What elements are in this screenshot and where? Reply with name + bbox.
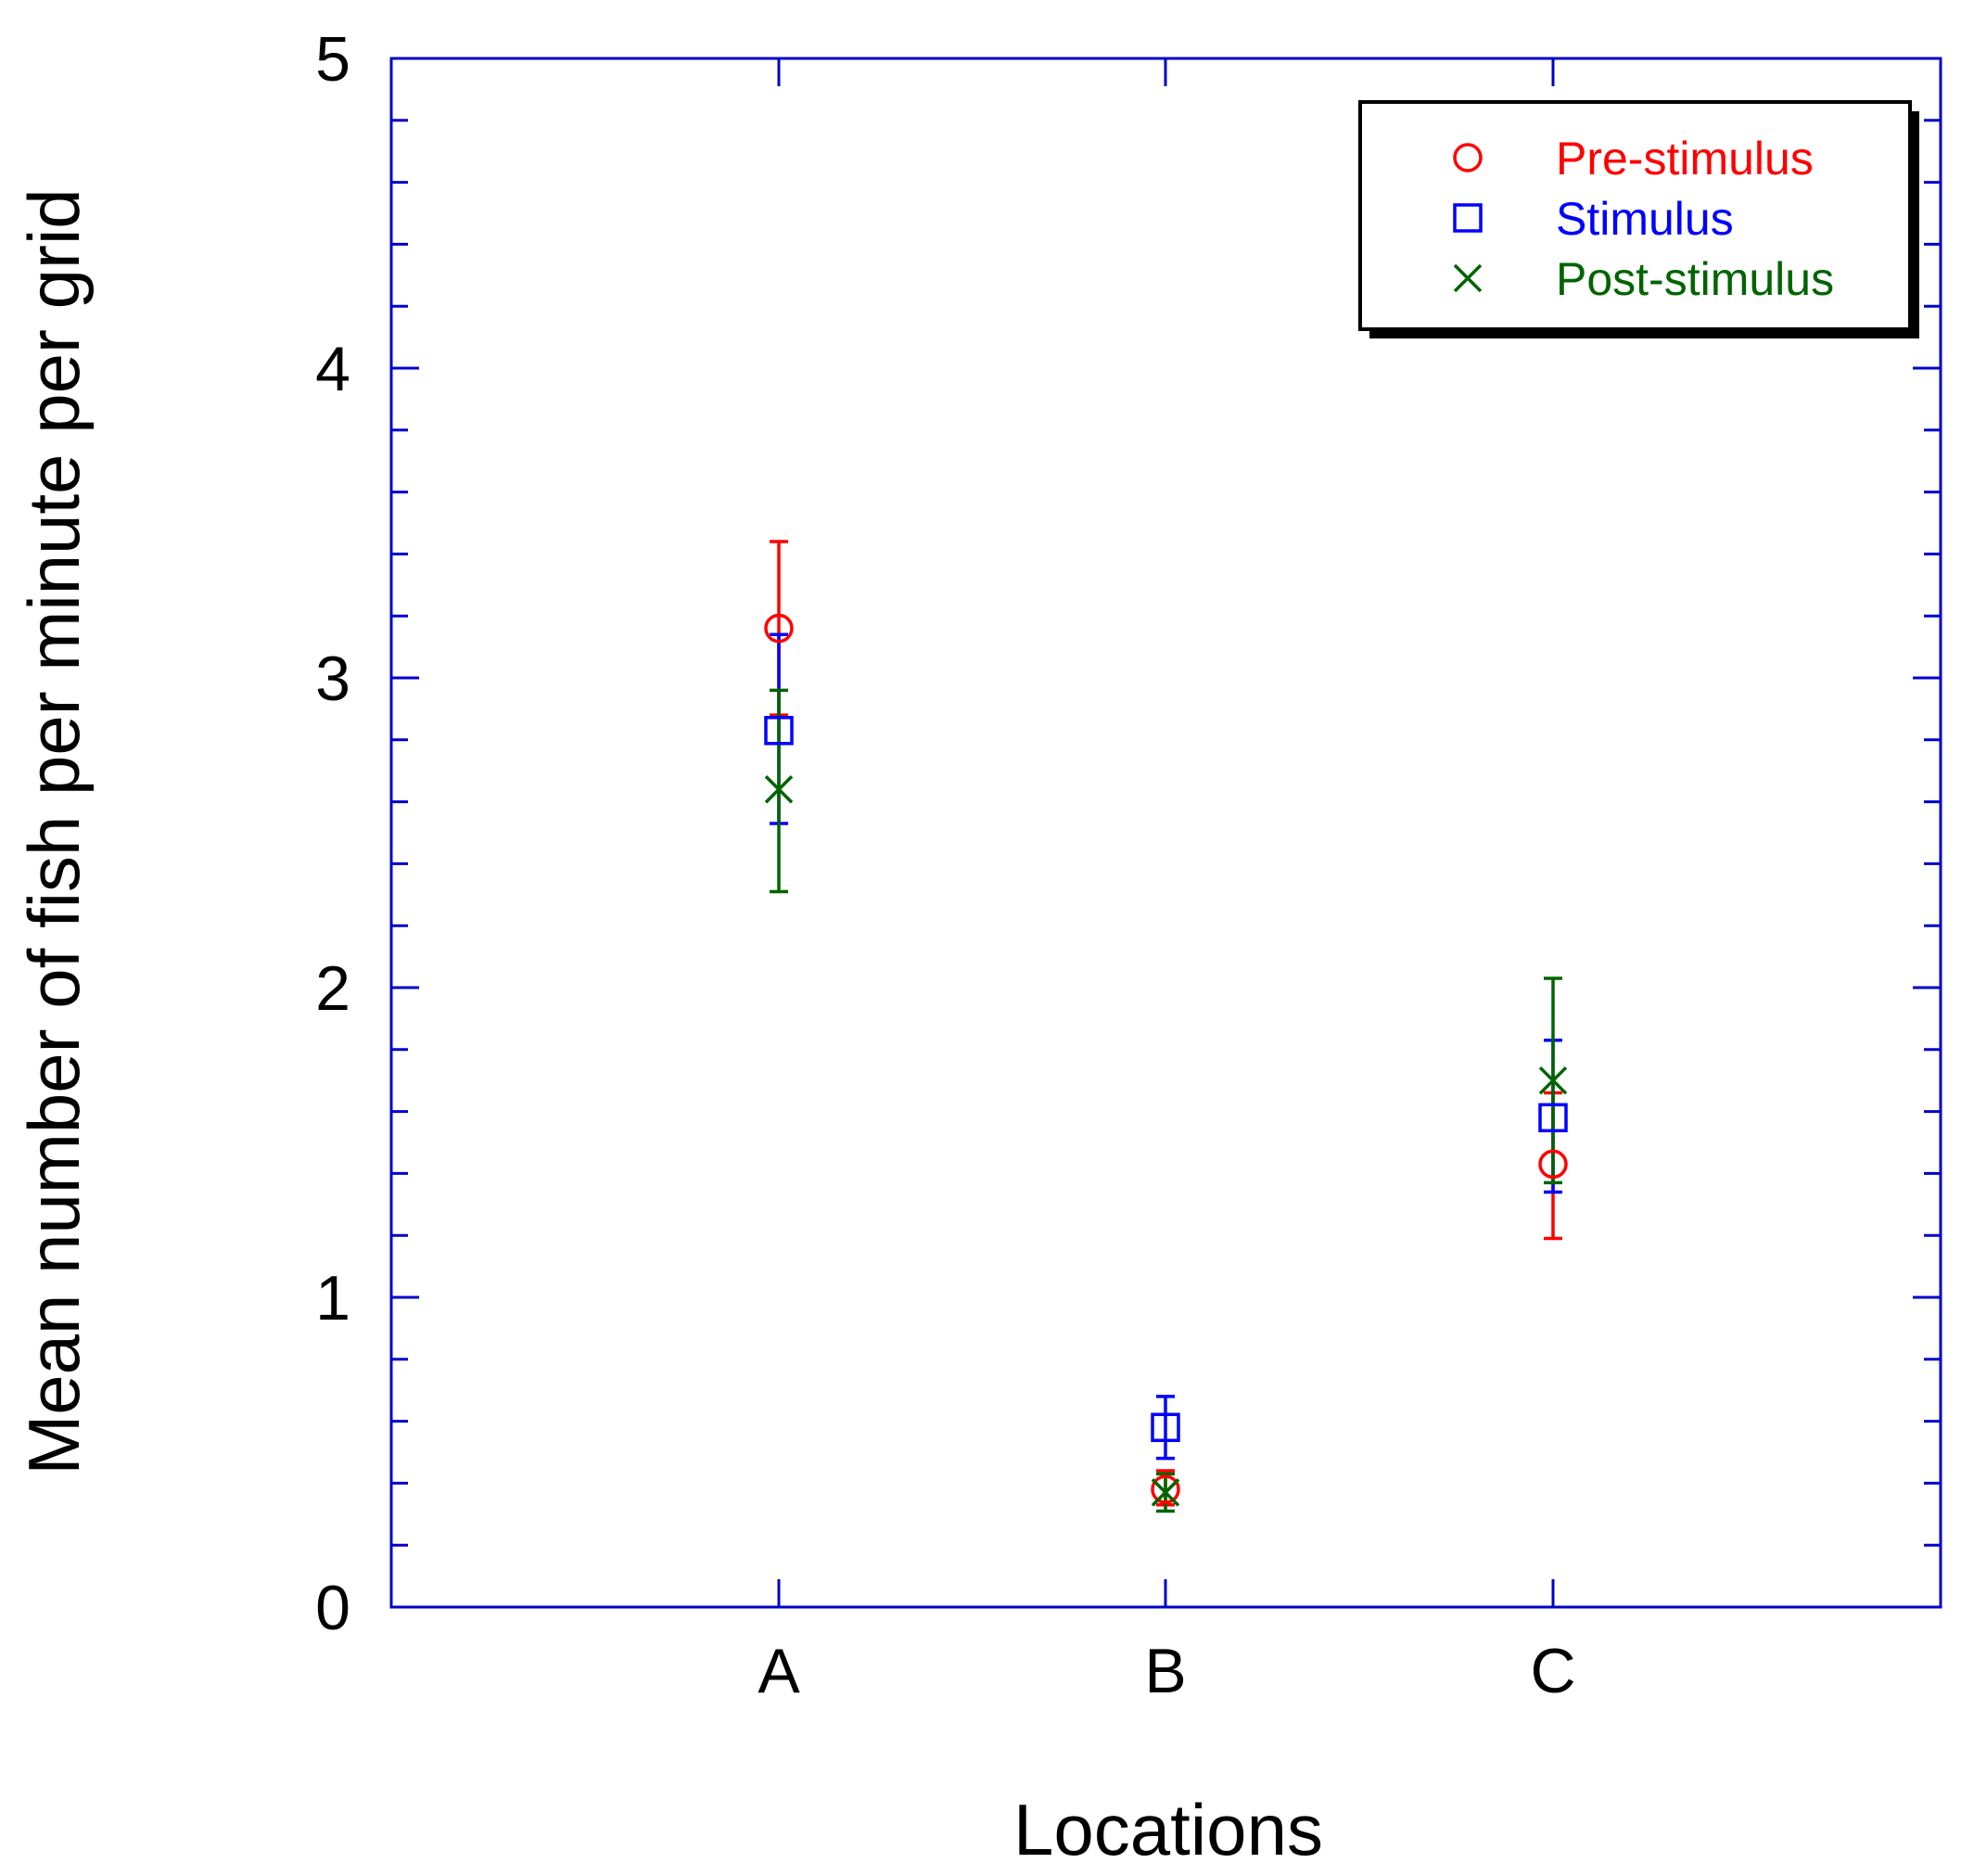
y-axis-title: Mean number of fish per minute per grid [13,188,95,1474]
pre-stimulus-point [1151,1474,1180,1504]
legend-post-stimulus-marker [1453,263,1483,293]
plot-area: 0 1 2 3 4 5 A B C Pre-stimulus Stimulus Post-stimul… [315,24,1942,1706]
y-tick-label: 0 [315,1573,350,1643]
post-stimulus-point [1151,1478,1180,1507]
y-tick-label: 5 [315,24,350,95]
x-tick-label: A [758,1636,800,1706]
legend-stimulus-label: Stimulus [1556,193,1734,245]
y-tick-label: 2 [315,953,350,1024]
legend-pre-stimulus-label: Pre-stimulus [1556,133,1814,185]
legend-stimulus-marker [1453,203,1483,233]
stimulus-point [1151,1412,1180,1443]
stimulus-point [764,716,794,746]
y-tick-label: 3 [315,644,350,714]
x-axis-title: Locations [1013,1789,1323,1870]
stimulus-point [1538,1103,1568,1133]
legend-post-stimulus-label: Post-stimulus [1556,253,1834,305]
legend-box [1358,100,1912,331]
pre-stimulus-point [764,613,794,644]
y-tick-label: 4 [315,334,350,404]
post-stimulus-point [1538,1066,1568,1095]
x-tick-label: B [1144,1636,1186,1706]
legend-pre-stimulus-marker [1453,143,1483,172]
pre-stimulus-point [1538,1149,1568,1180]
y-tick-label: 1 [315,1263,350,1334]
post-stimulus-point [764,775,794,804]
x-tick-label: C [1530,1636,1575,1706]
